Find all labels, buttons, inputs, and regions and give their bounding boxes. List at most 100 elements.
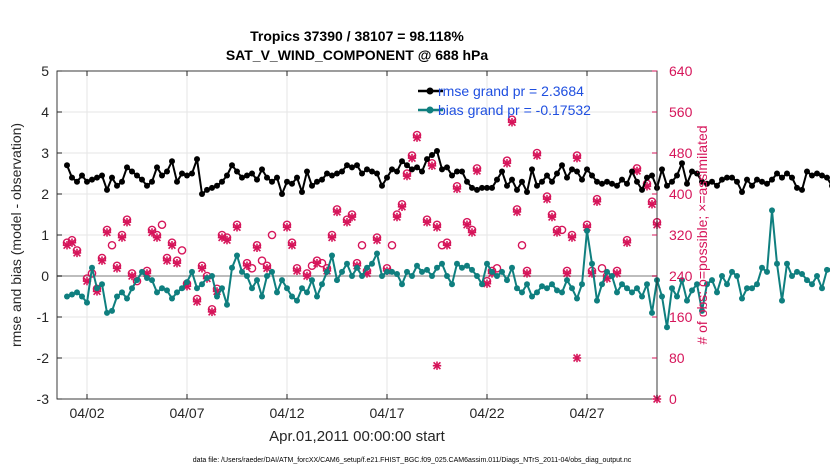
bias-point: [534, 289, 540, 296]
bias-point: [824, 266, 830, 273]
obs-assimilated-marker: [97, 256, 107, 265]
rmse-point: [324, 170, 330, 177]
obs-possible-marker: [107, 240, 117, 250]
rmse-point: [134, 172, 140, 179]
bias-point: [334, 277, 340, 284]
bias-point: [619, 281, 625, 288]
obs-possible-marker: [157, 220, 167, 230]
rmse-point: [599, 180, 605, 187]
bias-point: [254, 277, 260, 284]
rmse-point: [384, 174, 390, 181]
rmse-point: [739, 188, 745, 195]
rmse-point: [79, 172, 85, 179]
bias-point: [764, 268, 770, 275]
bias-point: [114, 293, 120, 300]
bias-point: [124, 295, 130, 302]
legend-bias-label: bias grand pr = -0.17532: [438, 102, 591, 118]
rmse-point: [644, 174, 650, 181]
obs-assimilated-marker: [402, 171, 412, 181]
obs-assimilated-marker: [467, 228, 477, 237]
bias-point: [729, 268, 735, 275]
obs-possible-marker: [257, 256, 267, 265]
obs-assimilated-marker: [562, 269, 572, 278]
bias-point: [224, 301, 230, 308]
rmse-point: [274, 174, 280, 181]
rmse-point: [824, 174, 830, 181]
bias-point: [369, 260, 375, 267]
bias-point: [649, 309, 655, 316]
legend: rmse grand pr = 2.3684 bias grand pr = -…: [418, 83, 591, 118]
bias-point: [474, 273, 480, 279]
rmse-point: [509, 176, 515, 183]
y-axis-label-left: rmse and bias (model - observation): [8, 123, 24, 347]
rmse-point: [614, 182, 620, 189]
rmse-point: [389, 166, 395, 173]
bias-point: [669, 285, 675, 292]
rmse-point: [294, 174, 300, 181]
legend-rmse-marker: [426, 87, 434, 95]
bias-point: [294, 297, 300, 304]
bias-point: [814, 273, 820, 279]
y-left-tick-label: 1: [41, 227, 49, 243]
rmse-point: [539, 178, 545, 185]
bias-point: [444, 273, 450, 279]
obs-assimilated-marker: [102, 228, 112, 237]
obs-possible-marker: [267, 230, 277, 240]
rmse-point: [304, 168, 310, 175]
bias-point: [344, 260, 350, 267]
rmse-point: [514, 186, 520, 193]
rmse-point: [89, 176, 95, 183]
rmse-point: [209, 184, 215, 191]
rmse-point: [234, 168, 240, 175]
obs-assimilated-marker: [347, 212, 357, 222]
rmse-point: [159, 172, 165, 179]
rmse-point: [149, 178, 155, 185]
obs-assimilated-marker: [412, 133, 422, 142]
bias-point: [364, 264, 370, 271]
rmse-point: [139, 176, 145, 183]
bias-point: [69, 291, 75, 298]
bias-point: [374, 250, 380, 257]
rmse-point: [784, 170, 790, 177]
y-left-tick-label: 3: [41, 145, 49, 161]
y-right-tick-label: 560: [669, 104, 693, 120]
obs-assimilated-marker: [592, 197, 602, 206]
rmse-point: [379, 182, 385, 189]
bias-point: [419, 268, 425, 275]
rmse-point: [119, 178, 125, 185]
bias-point: [229, 264, 235, 271]
rmse-point: [729, 174, 735, 181]
rmse-point: [809, 172, 815, 179]
rmse-point: [364, 166, 370, 173]
obs-possible-marker: [387, 240, 397, 250]
bias-point: [74, 289, 80, 296]
rmse-point: [329, 172, 335, 179]
rmse-point: [714, 182, 720, 189]
bias-point: [819, 285, 825, 292]
rmse-point: [749, 182, 755, 189]
rmse-point: [579, 176, 585, 183]
y-right-tick-label: 160: [669, 309, 693, 325]
obs-assimilated-marker: [117, 233, 127, 242]
obs-assimilated-marker: [552, 228, 562, 237]
axes-layer: 04/02 04/07 04/12 04/17 04/22 04/27 -3 -2 -1 0 1 2 3…: [37, 63, 693, 421]
rmse-point: [434, 147, 440, 154]
bias-point: [394, 270, 400, 277]
bias-point: [539, 283, 545, 290]
y-left-tick-label: -1: [37, 309, 50, 325]
obs-assimilated-marker: [472, 166, 482, 176]
bias-point: [244, 273, 250, 279]
bias-point: [789, 273, 795, 279]
legend-rmse-label: rmse grand pr = 2.3684: [438, 83, 584, 99]
bias-point: [354, 264, 360, 271]
bias-point: [314, 293, 320, 300]
x-axis-label: Apr.01,2011 00:00:00 start: [269, 428, 446, 445]
rmse-point: [219, 178, 225, 185]
bias-point: [164, 287, 170, 294]
rmse-point: [704, 180, 710, 187]
obs-assimilated-marker: [232, 223, 242, 232]
obs-assimilated-marker: [332, 207, 342, 217]
obs-assimilated-marker: [512, 207, 522, 217]
bias-point: [484, 260, 490, 267]
bias-point: [99, 281, 105, 288]
